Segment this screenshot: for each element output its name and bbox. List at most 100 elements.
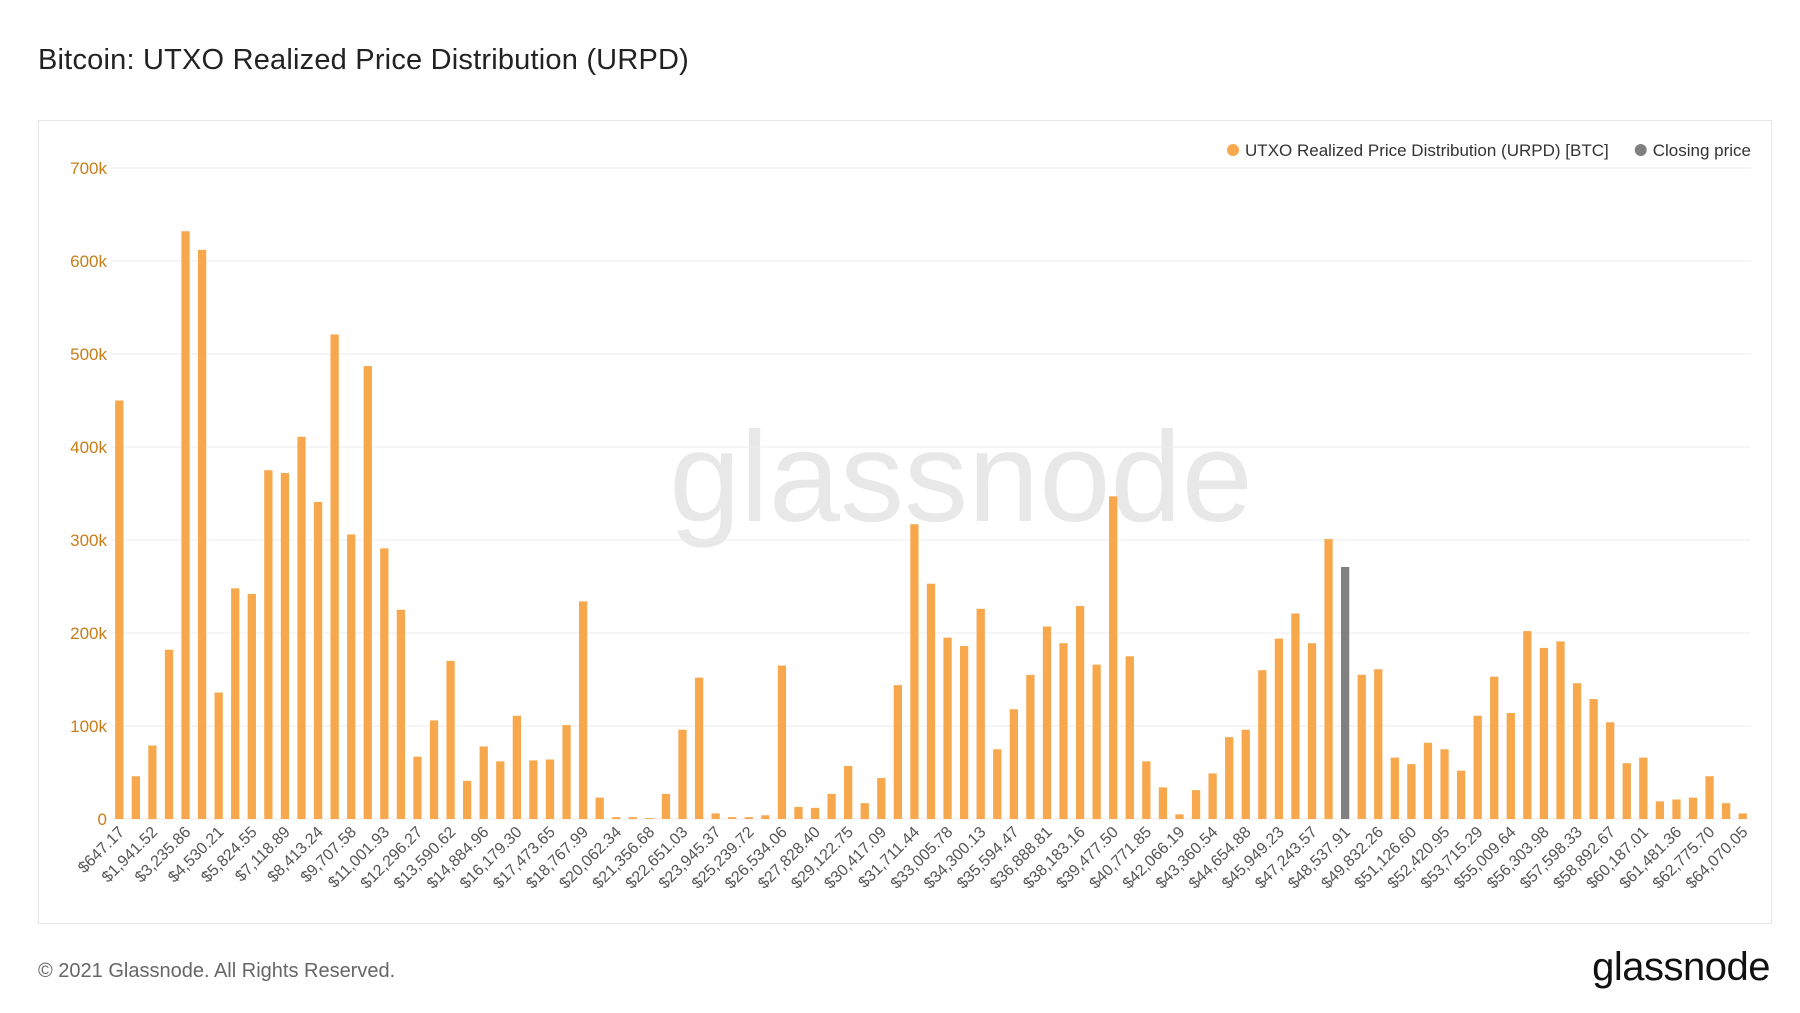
urpd-bar (1225, 737, 1234, 819)
urpd-bar (1026, 674, 1035, 819)
urpd-bar (1688, 797, 1698, 819)
closing-price-bar (1341, 566, 1350, 819)
urpd-bar (363, 366, 372, 819)
urpd-bar (429, 720, 439, 819)
urpd-bar (761, 815, 770, 819)
urpd-bar (1274, 638, 1284, 819)
urpd-bar (380, 548, 389, 819)
urpd-bar (1142, 761, 1151, 819)
urpd-bar (993, 749, 1002, 819)
y-tick-label: 0 (98, 810, 107, 829)
urpd-bar (1705, 776, 1714, 819)
y-tick-label: 500k (70, 345, 107, 364)
urpd-bar (1175, 814, 1184, 819)
urpd-bar (313, 501, 323, 819)
urpd-bar (645, 818, 654, 819)
urpd-bar (1539, 647, 1549, 819)
urpd-bar (959, 646, 969, 819)
urpd-bar (694, 677, 704, 819)
urpd-bar (910, 524, 919, 819)
urpd-bar (1722, 803, 1731, 819)
urpd-bar (396, 609, 406, 819)
urpd-bar (1324, 539, 1333, 819)
urpd-bar (628, 817, 637, 819)
urpd-bar (844, 765, 853, 819)
page-title: Bitcoin: UTXO Realized Price Distributio… (38, 44, 689, 76)
urpd-bar (1042, 626, 1052, 819)
y-tick-label: 200k (70, 624, 107, 643)
legend-closing-price-label: Closing price (1653, 141, 1751, 160)
urpd-bar (463, 780, 472, 819)
urpd-bar (976, 608, 985, 819)
urpd-bar (1357, 674, 1366, 819)
urpd-bar (1738, 813, 1747, 819)
glassnode-logo[interactable]: glassnode (1592, 945, 1770, 989)
urpd-bar (777, 665, 787, 819)
urpd-bar (943, 637, 952, 819)
urpd-bar (1572, 683, 1582, 819)
urpd-bar (280, 473, 290, 819)
urpd-bar (214, 692, 223, 819)
urpd-bar (926, 583, 936, 819)
urpd-bar (1125, 656, 1134, 819)
urpd-bar (1606, 722, 1615, 819)
urpd-bar (197, 249, 207, 820)
urpd-bar (661, 793, 671, 819)
urpd-bar (678, 729, 687, 819)
urpd-bar (1473, 715, 1482, 819)
urpd-bar (1456, 770, 1466, 819)
urpd-bar (612, 817, 621, 819)
urpd-bar (446, 660, 455, 819)
urpd-bar (1307, 643, 1317, 819)
urpd-bar (1639, 757, 1648, 819)
urpd-bar (1208, 773, 1217, 819)
urpd-bar (1423, 742, 1433, 819)
urpd-bar (1440, 749, 1449, 819)
legend-urpd-label: UTXO Realized Price Distribution (URPD) … (1245, 141, 1609, 160)
urpd-bar (413, 756, 422, 819)
y-tick-label: 700k (70, 159, 107, 178)
urpd-bar (1258, 670, 1267, 819)
urpd-bar (827, 793, 836, 819)
urpd-bar (148, 745, 157, 819)
urpd-bar (1241, 729, 1250, 819)
urpd-bar (347, 534, 356, 819)
urpd-bar (529, 760, 538, 819)
urpd-bar (545, 759, 555, 819)
urpd-bar (1191, 790, 1201, 819)
urpd-bar (512, 715, 521, 819)
legend-urpd-swatch (1227, 144, 1240, 156)
urpd-bar (479, 746, 488, 819)
copyright-text: © 2021 Glassnode. All Rights Reserved. (38, 960, 396, 982)
legend-closing-price-swatch (1634, 144, 1647, 156)
y-tick-label: 400k (70, 438, 107, 457)
urpd-bar (1556, 641, 1565, 819)
urpd-bar (810, 807, 820, 819)
y-tick-label: 600k (70, 252, 107, 271)
urpd-bar (794, 806, 803, 819)
urpd-bar (1490, 676, 1499, 819)
urpd-bar (496, 761, 505, 819)
urpd-bar (1407, 764, 1416, 819)
urpd-bar (578, 601, 588, 819)
urpd-bar (1291, 613, 1300, 819)
urpd-bar (231, 588, 240, 819)
urpd-bar (744, 817, 753, 819)
urpd-bar (1092, 664, 1101, 819)
urpd-bar (711, 813, 720, 819)
urpd-bar (1589, 699, 1598, 819)
urpd-bar (562, 725, 571, 819)
urpd-bar (1009, 709, 1018, 819)
urpd-bar (1655, 801, 1665, 819)
urpd-bar (297, 436, 306, 819)
urpd-bar (247, 593, 256, 819)
urpd-bar (115, 400, 124, 819)
urpd-bar (1506, 712, 1515, 819)
y-tick-label: 300k (70, 531, 107, 550)
urpd-bar (1059, 643, 1068, 819)
chart-panel: glassnode 0 100k 200k 300k 400k 500k 600k 700k $6… (38, 120, 1772, 924)
urpd-bar (131, 776, 140, 819)
urpd-bar (164, 649, 174, 819)
y-tick-label: 100k (70, 717, 107, 736)
urpd-bar (1075, 606, 1085, 819)
